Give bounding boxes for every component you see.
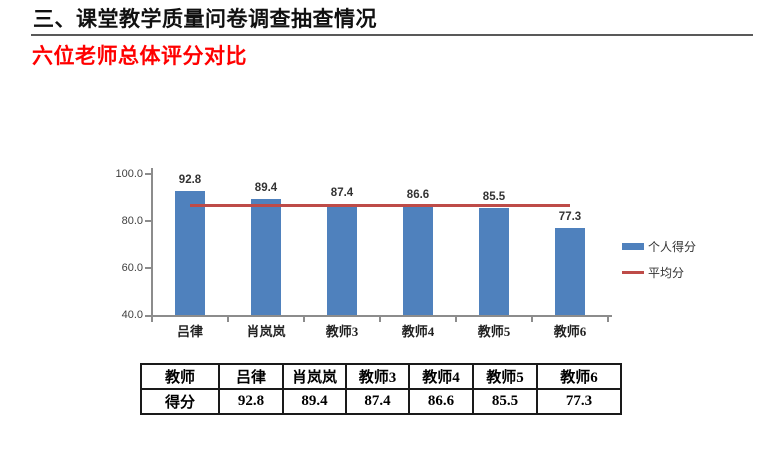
table-cell: 77.3 [536,388,622,415]
chart-legend: 个人得分 平均分 [622,238,696,290]
bar-value-label: 89.4 [254,181,278,194]
bar-value-label: 86.6 [406,188,430,201]
table-cell: 87.4 [345,388,410,415]
x-axis-tick [151,317,153,322]
x-axis-category-label: 教师3 [325,324,359,339]
table-cell: 肖岚岚 [282,363,347,390]
y-axis-tick [145,267,151,270]
bar [403,205,433,316]
table-cell: 86.6 [408,388,474,415]
y-axis-tick [145,173,151,175]
table-cell: 85.5 [472,388,538,415]
title-divider-line [31,34,753,36]
bar [175,190,205,316]
legend-item-line-series: 平均分 [622,264,696,281]
y-axis-tick [145,220,151,223]
legend-label: 平均分 [648,266,685,280]
bar-value-label: 92.8 [178,173,202,186]
x-axis-tick [227,317,229,322]
table-header-row: 教师 吕律 肖岚岚 教师3 教师4 教师5 教师6 [140,363,622,390]
bar [327,203,357,316]
table-cell: 教师 [140,363,220,390]
bar-value-label: 85.5 [482,191,506,204]
legend-label: 个人得分 [648,240,697,254]
y-axis-tick-label: 40.0 [121,309,143,321]
x-axis-tick [607,317,609,322]
table-cell: 教师5 [472,363,538,390]
table-cell: 89.4 [282,388,347,415]
table-cell: 教师4 [408,363,474,390]
y-axis-line [151,168,153,317]
score-table: 教师 吕律 肖岚岚 教师3 教师4 教师5 教师6 得分 92.8 89.4 8… [140,363,622,415]
x-axis-tick [455,317,457,322]
table-cell: 得分 [140,388,220,415]
legend-item-bar-series: 个人得分 [622,238,696,255]
table-cell: 吕律 [218,363,284,390]
y-axis-tick-label: 80.0 [121,214,143,227]
bar-value-label: 77.3 [558,210,582,223]
table-cell: 教师3 [345,363,410,390]
x-axis-line [151,315,612,317]
section-subtitle: 六位老师总体评分对比 [32,45,247,68]
x-axis-category-label: 教师4 [401,324,435,339]
table-cell: 教师6 [536,363,622,390]
y-axis-tick-label: 60.0 [121,261,143,274]
x-axis-category-label: 教师5 [477,324,511,339]
y-axis-tick-label: 100.0 [115,167,143,180]
x-axis-tick [531,317,533,322]
bar-value-label: 87.4 [330,186,354,199]
x-axis-category-label: 肖岚岚 [246,324,286,339]
bar-series-swatch [622,243,644,250]
average-line [190,204,570,208]
x-axis-category-label: 吕律 [176,324,203,339]
line-series-swatch [622,271,644,274]
table-data-row: 得分 92.8 89.4 87.4 86.6 85.5 77.3 [140,388,622,415]
page-title: 三、课堂教学质量问卷调查抽查情况 [33,8,377,31]
x-axis-tick [379,317,381,322]
table-cell: 92.8 [218,388,284,415]
x-axis-tick [303,317,305,322]
y-axis-tick [145,314,151,317]
bar [555,227,585,316]
bar [479,208,509,316]
bar [251,198,281,316]
x-axis-category-label: 教师6 [553,324,587,339]
